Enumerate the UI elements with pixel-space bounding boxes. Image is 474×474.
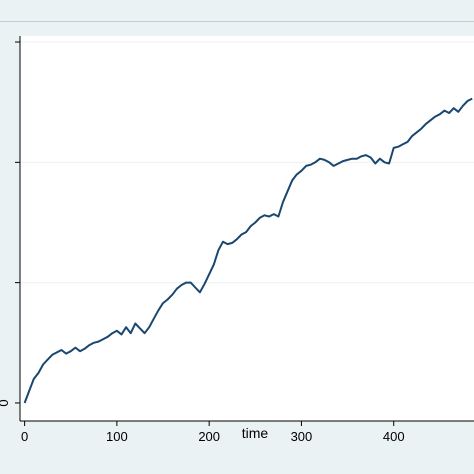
grid-lines [20, 41, 474, 284]
plot-area [20, 36, 474, 421]
x-tick-label-3: 300 [291, 429, 313, 444]
ticks: 0 0 100 200 300 400 [0, 41, 405, 444]
y-tick-label-0: 0 [0, 399, 11, 406]
x-tick-label-2: 200 [198, 429, 220, 444]
x-tick-label-0: 0 [21, 429, 28, 444]
series-line [23, 97, 473, 404]
x-axis-title: time [242, 425, 269, 441]
series [23, 97, 473, 404]
axes [19, 36, 474, 422]
x-tick-label-1: 100 [106, 429, 128, 444]
x-tick-label-4: 400 [383, 429, 405, 444]
top-band [0, 0, 474, 22]
